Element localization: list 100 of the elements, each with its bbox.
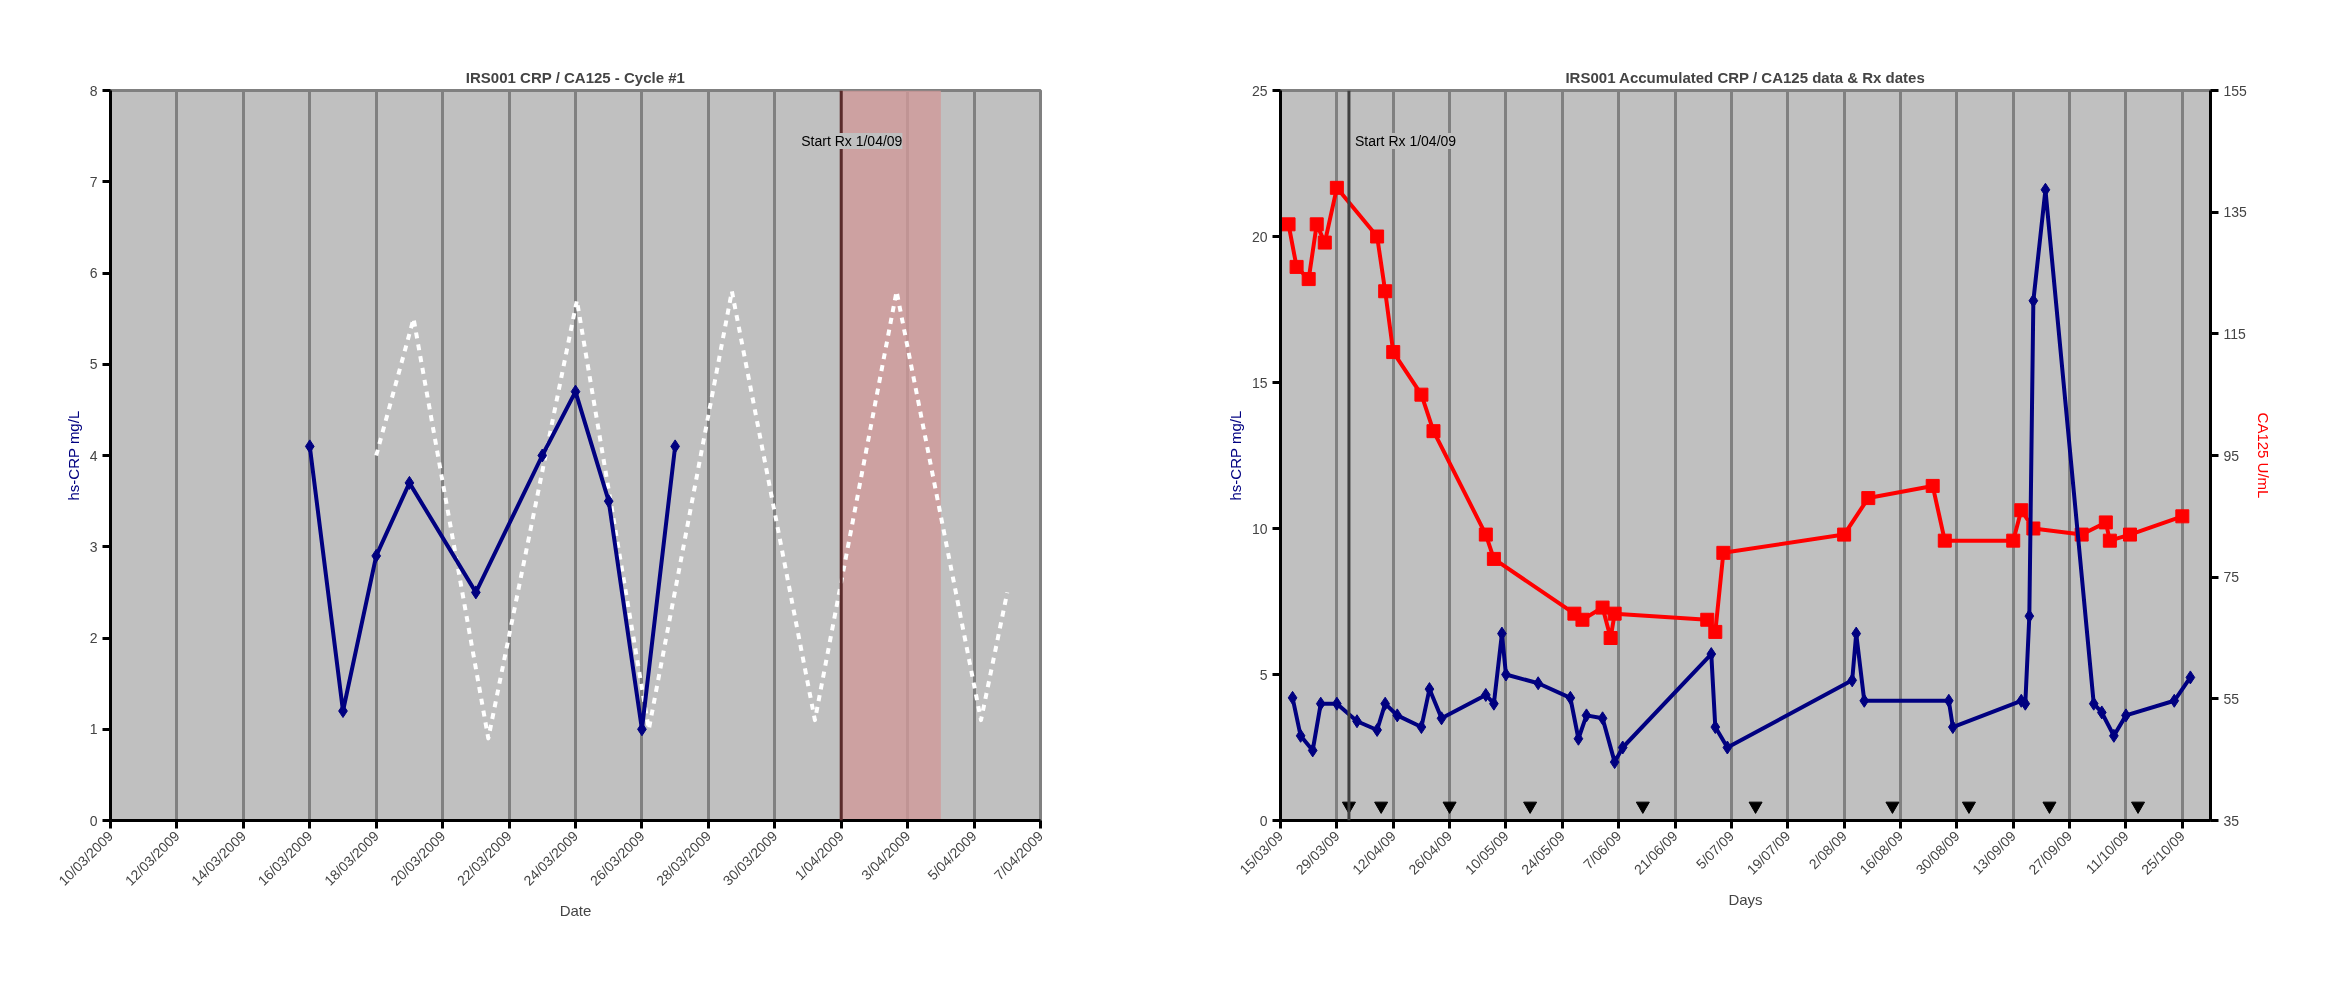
point: [1295, 728, 1306, 743]
point: [1329, 180, 1344, 195]
y2-tick-label: 35: [2223, 812, 2240, 829]
y-tick-label: 10: [1251, 520, 1268, 537]
point: [1925, 478, 1940, 493]
point: [1722, 740, 1733, 755]
chart-title: IRS001 Accumulated CRP / CA125 data & Rx dates: [1565, 68, 1925, 86]
y-tick-label: 25: [1251, 82, 1268, 99]
point: [2088, 696, 2099, 711]
point: [603, 494, 614, 509]
point: [1317, 235, 1332, 250]
point: [2006, 533, 2021, 548]
point: [1301, 272, 1316, 287]
point: [1480, 687, 1491, 702]
point: [1575, 612, 1590, 627]
point: [1837, 527, 1852, 542]
point: [1289, 259, 1304, 274]
point: [1937, 533, 1952, 548]
y2-axis-title: CA125 U/mL: [2254, 412, 2272, 499]
chart-title: IRS001 CRP / CA125 - Cycle #1: [465, 68, 685, 86]
y2-tick-label: 55: [2223, 690, 2240, 707]
line-series: [374, 289, 1010, 741]
y-tick-label: 0: [89, 812, 98, 829]
y2-tick-label: 75: [2223, 569, 2240, 586]
point: [2042, 801, 2057, 814]
point: [1961, 801, 1976, 814]
x-axis-title: Date: [559, 902, 592, 920]
point: [1708, 624, 1723, 639]
y2-tick-label: 155: [2223, 82, 2248, 99]
point: [1716, 545, 1731, 560]
y2-tick-label: 95: [2223, 447, 2240, 464]
point: [1414, 387, 1429, 402]
point: [1861, 491, 1876, 506]
point: [1378, 284, 1393, 299]
point: [2014, 503, 2029, 518]
point: [1847, 673, 1858, 688]
point: [1380, 696, 1391, 711]
point: [1565, 690, 1576, 705]
point: [1374, 801, 1389, 814]
y-tick-label: 0: [1259, 812, 1268, 829]
point: [1309, 217, 1324, 232]
point: [1748, 801, 1763, 814]
point: [1581, 708, 1592, 723]
point: [537, 448, 548, 463]
y-tick-label: 15: [1251, 374, 1268, 391]
y-axis-title: hs-CRP mg/L: [64, 410, 82, 501]
point: [1370, 229, 1385, 244]
ref-line-label: Start Rx 1/04/09: [801, 132, 903, 149]
point: [1281, 217, 1296, 232]
y-tick-label: 6: [89, 265, 98, 281]
point: [1392, 708, 1403, 723]
point: [1486, 551, 1501, 566]
point: [1859, 693, 1870, 708]
point: [404, 475, 415, 490]
ref-line-label: Start Rx 1/04/09: [1354, 132, 1457, 149]
y-tick-label: 5: [1259, 666, 1268, 683]
x-axis-title: Days: [1728, 891, 1763, 909]
y-tick-label: 7: [89, 173, 98, 190]
y-tick-label: 3: [89, 538, 98, 555]
point: [570, 384, 581, 399]
point: [1710, 720, 1721, 735]
point: [1700, 612, 1715, 627]
point: [1595, 600, 1610, 615]
point: [1523, 801, 1538, 814]
point: [2131, 801, 2146, 814]
point: [371, 548, 382, 563]
point: [304, 439, 315, 454]
point: [1426, 424, 1441, 439]
point: [1478, 527, 1493, 542]
point: [1442, 801, 1457, 814]
point: [1607, 606, 1622, 621]
y-tick-label: 4: [89, 447, 98, 464]
point: [2169, 693, 2180, 708]
y-tick-label: 2: [89, 630, 98, 646]
y2-tick-label: 135: [2223, 204, 2248, 221]
point: [2122, 527, 2137, 542]
point: [1315, 696, 1326, 711]
point: [1597, 711, 1608, 726]
point: [1603, 631, 1618, 645]
y-tick-label: 8: [89, 82, 98, 99]
y-axis-title: hs-CRP mg/L: [1226, 410, 1244, 501]
point: [2096, 705, 2107, 720]
point: [1943, 693, 1954, 708]
point: [2102, 533, 2117, 548]
point: [2175, 509, 2190, 524]
point: [2098, 515, 2113, 530]
y-tick-label: 5: [89, 356, 98, 373]
point: [1635, 801, 1650, 814]
point: [1386, 345, 1401, 360]
point: [1416, 720, 1427, 735]
point: [1436, 711, 1447, 726]
point: [1617, 740, 1628, 755]
y2-tick-label: 115: [2223, 325, 2247, 342]
point: [1307, 743, 1318, 758]
y-tick-label: 20: [1251, 228, 1268, 245]
point: [1287, 690, 1298, 705]
point: [1609, 755, 1620, 770]
point: [2185, 670, 2196, 685]
point: [1885, 801, 1900, 814]
y-tick-label: 1: [89, 721, 98, 738]
